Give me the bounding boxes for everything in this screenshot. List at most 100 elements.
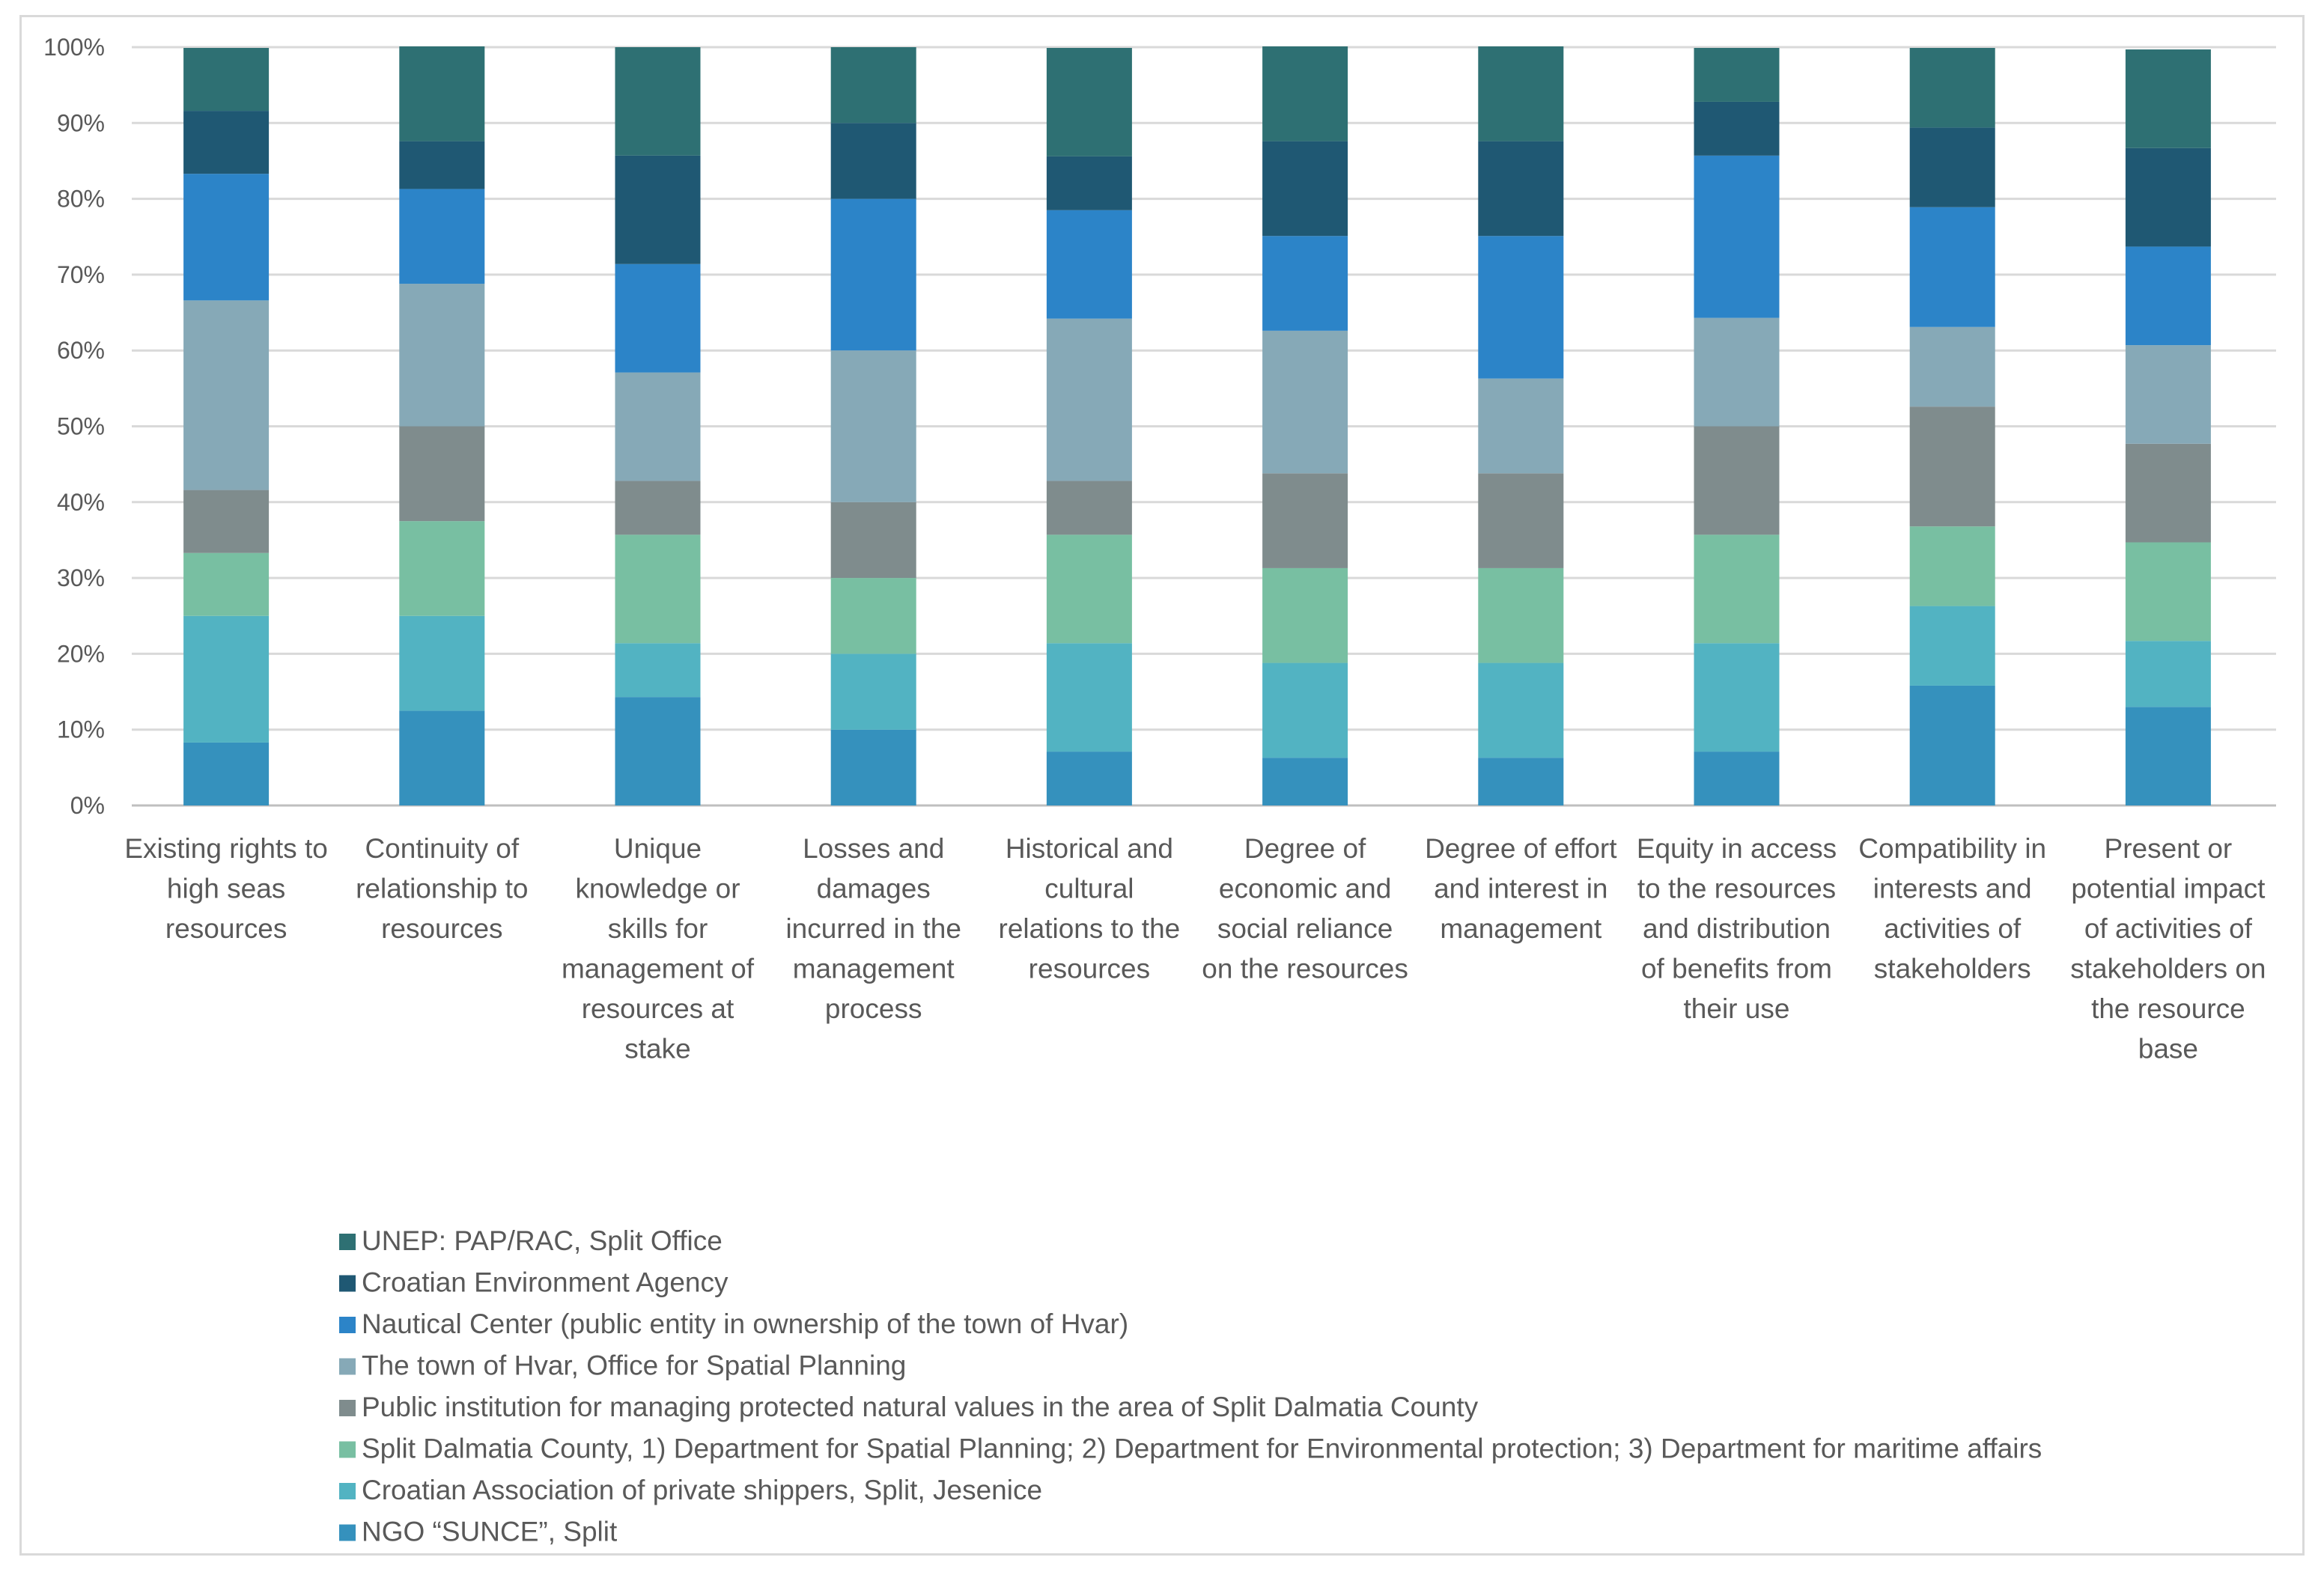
bar-segment — [183, 490, 270, 553]
bar-segment — [1909, 326, 1995, 407]
bar-segment — [183, 742, 270, 805]
bar-segment — [830, 729, 916, 805]
bar-segment — [1262, 236, 1348, 331]
bar-segment — [183, 174, 270, 301]
x-tick-label: Degree of effort and interest in managemen… — [1425, 833, 1617, 944]
bar-segment — [615, 263, 701, 373]
bar-segment — [399, 189, 485, 284]
legend-swatch — [339, 1524, 356, 1541]
bar-segment — [1046, 752, 1132, 805]
bar-segment — [830, 123, 916, 199]
bar-segment — [615, 697, 701, 805]
y-tick-label: 60% — [57, 337, 105, 364]
bars — [183, 46, 2211, 805]
bar-segment — [1046, 210, 1132, 319]
legend-label: Public institution for managing protecte… — [362, 1392, 1479, 1422]
bar-segment — [1262, 473, 1348, 568]
y-tick-label: 30% — [57, 564, 105, 591]
y-tick-label: 90% — [57, 109, 105, 136]
legend-label: Croatian Association of private shippers… — [362, 1475, 1042, 1505]
bar-segment — [183, 615, 270, 743]
bar-segment — [2125, 542, 2211, 642]
bar-segment — [1694, 155, 1780, 318]
bar-segment — [615, 643, 701, 698]
bar-segment — [1694, 643, 1780, 752]
bar-segment — [399, 521, 485, 616]
legend-label: Croatian Environment Agency — [362, 1267, 728, 1298]
bar-segment — [1694, 48, 1780, 102]
bar-segment — [2125, 345, 2211, 444]
bar-segment — [1478, 567, 1564, 663]
bar-segment — [399, 284, 485, 427]
legend-label: Split Dalmatia County, 1) Department for… — [362, 1434, 2042, 1464]
bar-segment — [2125, 641, 2211, 707]
bar-segment — [615, 481, 701, 535]
bar-segment — [399, 426, 485, 522]
bar-segment — [1478, 141, 1564, 237]
legend-swatch — [339, 1358, 356, 1375]
bar-segment — [1909, 685, 1995, 805]
legend-label: The town of Hvar, Office for Spatial Pla… — [362, 1350, 906, 1381]
bar-segment — [1694, 317, 1780, 427]
bar-segment — [1478, 378, 1564, 474]
bar-segment — [1478, 662, 1564, 758]
bar-segment — [1478, 758, 1564, 805]
bar-segment — [1909, 526, 1995, 606]
bar-segment — [1694, 101, 1780, 156]
legend-swatch — [339, 1400, 356, 1416]
bar-segment — [1046, 534, 1132, 644]
bar-segment — [183, 48, 270, 112]
bar-segment — [2125, 49, 2211, 148]
x-axis-ticks: Existing rights to high seas resources Cont… — [124, 833, 2266, 1064]
bar-segment — [1909, 207, 1995, 327]
bar-segment — [2125, 443, 2211, 543]
bar-segment — [830, 350, 916, 502]
bar-segment — [399, 615, 485, 711]
bar-segment — [1262, 330, 1348, 474]
bar-segment — [1262, 662, 1348, 758]
bar-segment — [399, 710, 485, 805]
y-tick-label: 100% — [43, 34, 105, 61]
y-axis-ticks: 0% 10% 20% 30% 40% 50% 60% 70% 80% 90% 100% — [43, 34, 105, 819]
x-tick-label: Present or potential impact of activities … — [2070, 833, 2266, 1064]
x-tick-label: Compatibility in interests and activities … — [1858, 833, 2046, 984]
bar-segment — [399, 141, 485, 189]
bar-segment — [1478, 236, 1564, 379]
bar-segment — [1694, 534, 1780, 644]
bar-segment — [1694, 426, 1780, 535]
bar-segment — [830, 198, 916, 351]
x-tick-label: Degree of economic and social reliance on t… — [1202, 833, 1408, 984]
bar-segment — [1478, 473, 1564, 568]
legend-swatch — [339, 1317, 356, 1333]
bar-segment — [2125, 707, 2211, 805]
bar-segment — [830, 47, 916, 124]
y-tick-label: 20% — [57, 640, 105, 667]
bar-segment — [615, 372, 701, 481]
legend-label: UNEP: PAP/RAC, Split Office — [362, 1225, 723, 1256]
bar-segment — [1478, 46, 1564, 141]
legend-label: NGO “SUNCE”, Split — [362, 1517, 618, 1547]
bar-segment — [183, 300, 270, 490]
legend-swatch — [339, 1234, 356, 1250]
legend: UNEP: PAP/RAC, Split Office Croatian Envi… — [339, 1225, 2042, 1547]
bar-segment — [1262, 46, 1348, 141]
bar-segment — [1694, 752, 1780, 805]
legend-swatch — [339, 1483, 356, 1499]
x-tick-label: Continuity of relationship to resources — [356, 833, 528, 944]
bar-segment — [1909, 48, 1995, 128]
x-tick-label: Historical and cultural relations to the re… — [999, 833, 1181, 984]
bar-segment — [183, 552, 270, 616]
y-tick-label: 70% — [57, 261, 105, 288]
x-tick-label: Equity in access to the resources and dist… — [1637, 833, 1837, 1024]
y-tick-label: 40% — [57, 489, 105, 516]
bar-segment — [1046, 481, 1132, 535]
y-tick-label: 80% — [57, 186, 105, 213]
y-tick-label: 0% — [70, 792, 105, 819]
bar-segment — [1909, 406, 1995, 527]
x-tick-label: Losses and damages incurred in the manageme… — [785, 833, 961, 1024]
bar-segment — [1262, 141, 1348, 237]
bar-segment — [1909, 606, 1995, 686]
legend-swatch — [339, 1275, 356, 1292]
bar-segment — [399, 46, 485, 141]
